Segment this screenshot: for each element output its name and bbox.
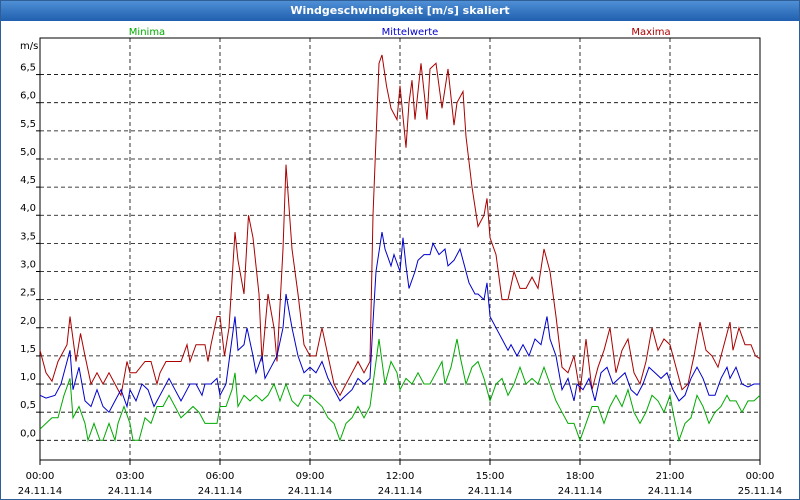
y-tick-label: 3,5 xyxy=(20,231,36,242)
x-tick-time-label: 06:00 xyxy=(206,471,235,482)
y-tick-label: 4,0 xyxy=(20,203,36,214)
y-tick-label: 2,5 xyxy=(20,288,36,299)
y-tick-label: 1,5 xyxy=(20,344,36,355)
x-tick-date-label: 24.11.14 xyxy=(108,486,153,497)
y-tick-label: 4,5 xyxy=(20,175,36,186)
y-tick-label: 5,0 xyxy=(20,147,36,158)
y-tick-label: 0,0 xyxy=(20,428,36,439)
x-tick-date-label: 25.11.14 xyxy=(738,486,783,497)
x-tick-date-label: 24.11.14 xyxy=(648,486,693,497)
x-tick-date-label: 24.11.14 xyxy=(558,486,603,497)
x-tick-date-label: 24.11.14 xyxy=(18,486,63,497)
y-tick-label: 2,0 xyxy=(20,316,36,327)
series-line-minima xyxy=(39,338,761,443)
y-tick-label: 6,0 xyxy=(20,91,36,102)
x-tick-time-label: 09:00 xyxy=(296,471,325,482)
axis-layer: 0,0 0,5 1,0 1,5 2,0 2,5 3,0 3,5 4,0 4,5 5,0 5,5 6,0 6… xyxy=(18,41,783,497)
x-tick-time-label: 12:00 xyxy=(386,471,415,482)
window-title: Windgeschwindigkeit [m/s] skaliert xyxy=(1,1,799,21)
x-tick-time-label: 00:00 xyxy=(26,471,55,482)
x-tick-time-label: 00:00 xyxy=(746,471,775,482)
legend-mittelwerte: Mittelwerte xyxy=(382,27,439,38)
series-line-maxima xyxy=(39,54,761,397)
x-tick-date-label: 24.11.14 xyxy=(288,486,333,497)
y-tick-label: 6,5 xyxy=(20,63,36,74)
legend-layer: Maxima Mittelwerte Minima xyxy=(129,27,671,38)
y-tick-label: 0,5 xyxy=(20,400,36,411)
x-tick-date-label: 24.11.14 xyxy=(378,486,423,497)
legend-minima: Minima xyxy=(129,27,165,38)
x-tick-date-label: 24.11.14 xyxy=(198,486,243,497)
x-tick-time-label: 03:00 xyxy=(116,471,145,482)
y-tick-label: 1,0 xyxy=(20,372,36,383)
series-line-mittelwerte xyxy=(39,232,760,414)
y-axis-label: m/s xyxy=(20,41,38,52)
x-tick-time-label: 18:00 xyxy=(566,471,595,482)
series-layer xyxy=(39,54,761,443)
x-tick-date-label: 24.11.14 xyxy=(468,486,513,497)
y-tick-label: 5,5 xyxy=(20,119,36,130)
y-tick-label: 3,0 xyxy=(20,260,36,271)
x-tick-time-label: 21:00 xyxy=(656,471,685,482)
legend-maxima: Maxima xyxy=(631,27,670,38)
x-tick-time-label: 15:00 xyxy=(476,471,505,482)
